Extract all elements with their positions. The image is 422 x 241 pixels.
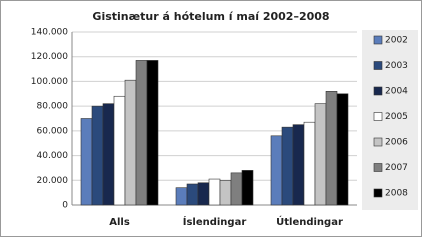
y-tick-label: 40.000 [37,151,69,161]
legend-swatch [373,61,383,70]
bar [91,105,104,206]
bar [113,95,126,206]
y-tick-label: 20.000 [37,176,69,186]
legend-swatch [373,86,383,96]
bar [230,172,243,206]
legend-label: 2008 [385,189,408,199]
x-tick-label: Íslendingar [183,215,247,228]
x-tick-label: Alls [109,217,130,228]
bar [124,79,137,206]
legend-label: 2007 [385,163,408,173]
chart-title: Gistinætur á hótelum í maí 2002–2008 [92,10,329,23]
legend-label: 2003 [385,61,408,71]
y-tick-label: 100.000 [31,77,68,87]
legend-label: 2006 [385,138,408,148]
bar [336,93,349,206]
bar [80,118,93,206]
bar [270,135,283,206]
legend-swatch [373,35,383,45]
y-tick-label: 140.000 [31,28,68,38]
y-tick-label: 80.000 [37,102,69,112]
legend-label: 2004 [385,87,408,97]
bar [241,170,254,206]
bar [208,178,221,206]
bar [146,60,159,206]
bar [281,126,294,206]
legend-label: 2005 [385,112,408,122]
bar [135,60,148,206]
legend-swatch [373,137,383,147]
bar [314,103,327,206]
bar [197,182,210,206]
legend-label: 2002 [385,36,408,46]
legend-bg [362,30,418,210]
bar [186,183,199,206]
legend-swatch [373,112,383,121]
bar [175,187,188,206]
bar [219,179,232,206]
legend-swatch [373,163,383,172]
bar [292,124,305,206]
y-tick-label: 0 [62,201,68,211]
x-tick-label: Útlendingar [276,215,343,228]
bar [303,121,316,206]
y-tick-label: 60.000 [37,126,69,136]
y-tick-label: 120.000 [31,52,68,62]
legend-swatch [373,188,383,198]
bar [325,91,338,206]
bar [102,103,115,206]
